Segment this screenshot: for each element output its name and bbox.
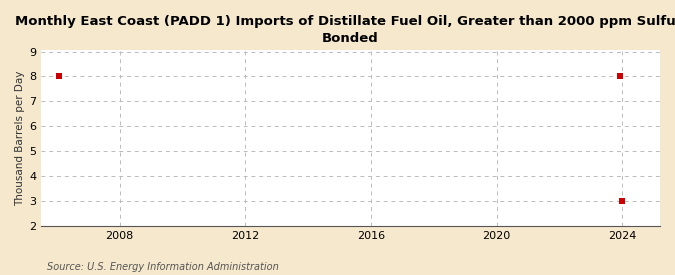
Y-axis label: Thousand Barrels per Day: Thousand Barrels per Day	[15, 70, 25, 206]
Title: Monthly East Coast (PADD 1) Imports of Distillate Fuel Oil, Greater than 2000 pp: Monthly East Coast (PADD 1) Imports of D…	[16, 15, 675, 45]
Text: Source: U.S. Energy Information Administration: Source: U.S. Energy Information Administ…	[47, 262, 279, 272]
